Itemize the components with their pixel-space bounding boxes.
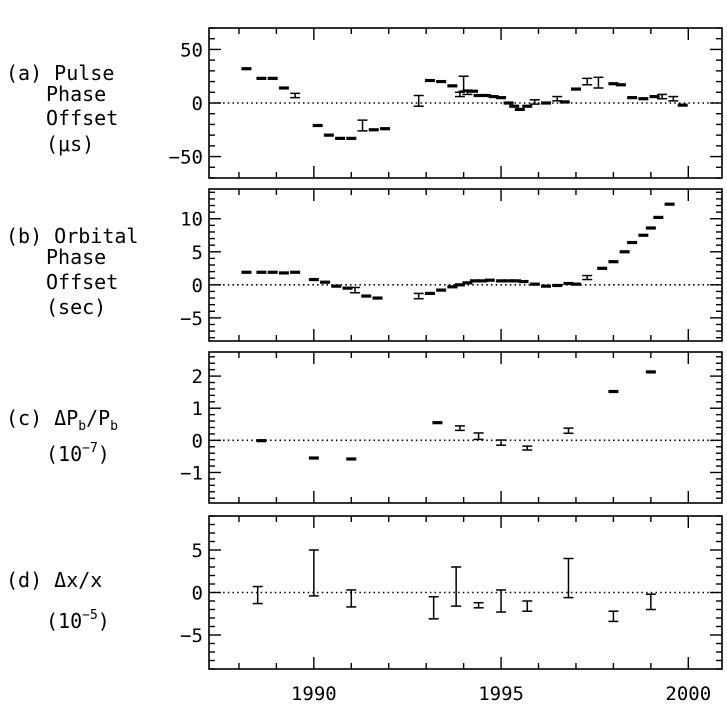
panel-b-label-line-2: Phase: [46, 245, 106, 269]
panel-c-label-line-2: (10−7): [46, 441, 110, 466]
panel-a-label-line-2: Phase: [46, 82, 106, 106]
data-point: [458, 75, 469, 92]
data-point: [350, 286, 361, 294]
panel-b-label-line-1: (b) Orbital: [6, 224, 138, 248]
y-tick-label: −50: [169, 147, 203, 169]
data-point: [582, 77, 593, 86]
data-point: [428, 596, 439, 620]
x-tick-label: 2000: [665, 683, 711, 705]
data-point: [473, 601, 484, 609]
x-tick-label: 1995: [478, 683, 524, 705]
panel-d-frame: [208, 515, 723, 670]
y-tick-label: −5: [180, 625, 203, 647]
panel-c: 2 1 0 −1 (c) ΔPb/Pb (10−7): [6, 351, 723, 504]
data-point: [645, 593, 656, 611]
data-point: [529, 99, 540, 105]
data-point: [496, 439, 507, 446]
y-tick-label: 5: [192, 242, 203, 264]
data-point: [454, 425, 465, 432]
data-point: [522, 445, 533, 451]
data-point: [413, 292, 424, 300]
data-point: [290, 92, 301, 99]
x-tick-label: 1990: [291, 683, 337, 705]
y-tick-label: 0: [192, 430, 203, 452]
data-point: [522, 600, 533, 612]
panel-a-label-line-3: Offset: [46, 106, 118, 130]
data-point: [496, 589, 507, 613]
data-point: [357, 119, 368, 132]
panel-d-label-line-1: (d) Δx/x: [6, 568, 102, 592]
data-point: [608, 610, 619, 623]
panel-c-frame: [208, 351, 723, 504]
data-point: [346, 589, 357, 608]
data-point: [473, 432, 484, 441]
y-tick-label: −5: [180, 308, 203, 330]
y-tick-label: 5: [192, 540, 203, 562]
data-point: [563, 427, 574, 435]
data-point: [413, 94, 424, 107]
y-tick-label: 2: [192, 366, 203, 388]
y-tick-label: 10: [180, 209, 203, 231]
panel-d: 5 0 −5 1990 1995 2000 (d) Δx/x (10−5): [6, 515, 723, 705]
data-point: [593, 76, 604, 89]
panel-a-label-line-4: (μs): [46, 132, 94, 156]
y-tick-label: 0: [192, 93, 203, 115]
panel-a-frame: [208, 27, 723, 179]
data-point: [582, 274, 593, 281]
y-tick-label: 0: [192, 583, 203, 605]
y-tick-label: 50: [180, 39, 203, 61]
y-tick-label: 0: [192, 275, 203, 297]
y-tick-label: −1: [180, 462, 203, 484]
panel-c-label-line-1: (c) ΔPb/Pb: [6, 406, 118, 434]
data-point: [454, 91, 465, 98]
panel-a: 50 0 −50 (a) Pulse Phase Offset (μs): [6, 27, 723, 179]
panel-a-label-line-1: (a) Pulse: [6, 61, 114, 85]
data-point: [252, 585, 263, 605]
panel-d-label-line-2: (10−5): [46, 608, 110, 633]
panel-b: 10 5 0 −5 (b) Orbital Phase Offset (sec): [6, 188, 723, 342]
panel-b-frame: [208, 188, 723, 342]
data-point: [563, 557, 574, 599]
data-point: [657, 93, 668, 100]
panel-b-label-line-4: (sec): [46, 295, 106, 319]
y-tick-label: 1: [192, 398, 203, 420]
data-point: [451, 566, 462, 607]
data-point: [668, 95, 679, 102]
panel-b-label-line-3: Offset: [46, 270, 118, 294]
data-point: [308, 549, 319, 597]
data-point: [552, 95, 563, 102]
